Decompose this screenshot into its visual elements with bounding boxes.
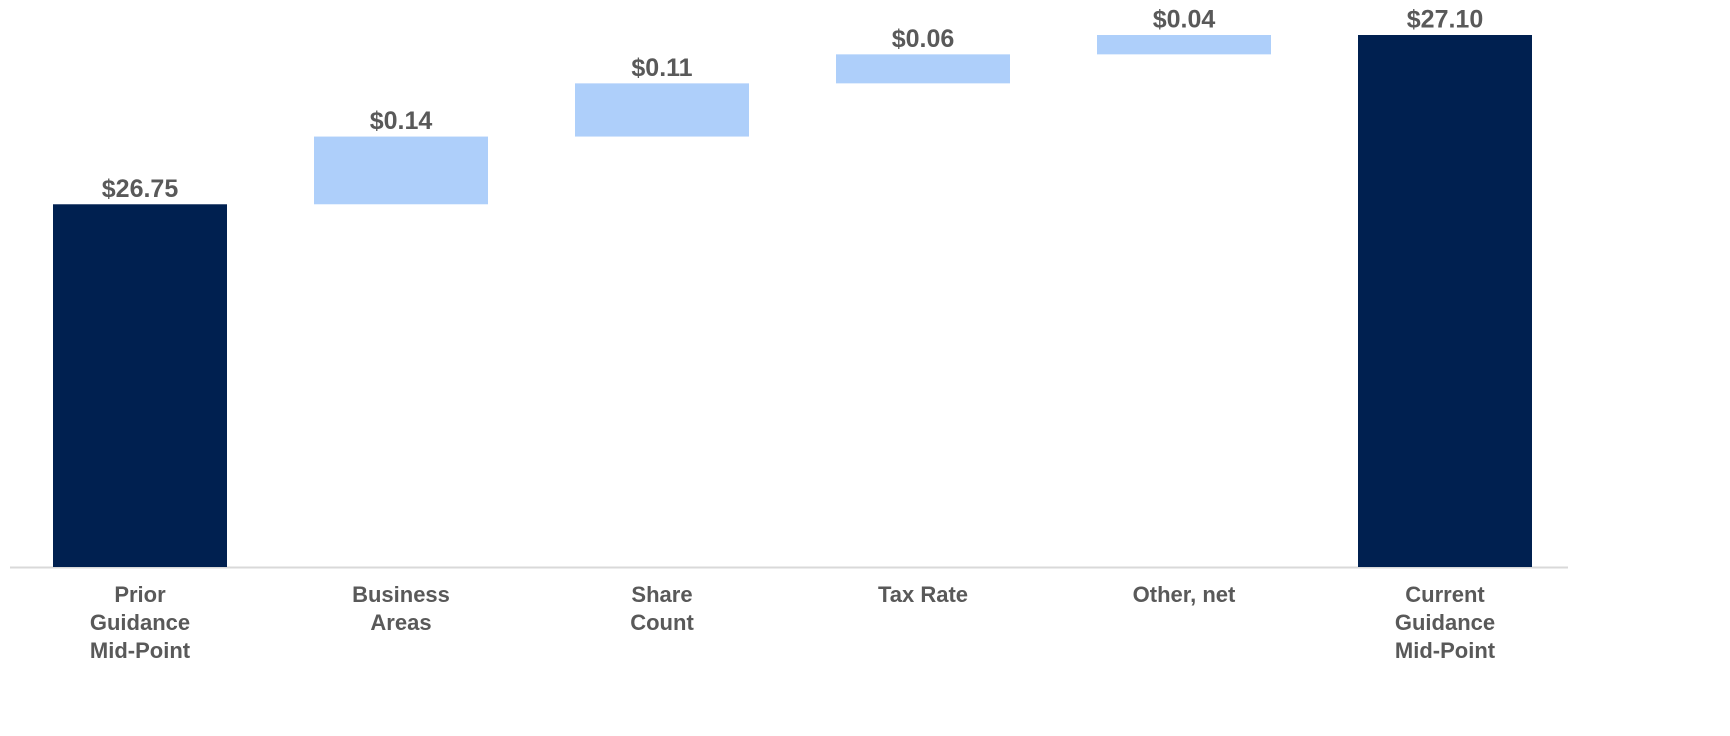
value-label: $26.75: [102, 175, 179, 203]
x-tick-label: Prior: [114, 582, 166, 607]
value-label: $27.10: [1407, 6, 1483, 34]
bar: [314, 136, 488, 205]
bar: [53, 204, 227, 568]
x-tick-label: Other, net: [1133, 582, 1236, 607]
bar: [575, 83, 749, 137]
bar: [1358, 35, 1532, 567]
bar: [836, 54, 1010, 84]
x-tick-label: Current: [1405, 582, 1485, 607]
x-tick-label: Guidance: [1395, 610, 1495, 635]
x-tick-label: Business: [352, 582, 450, 607]
x-tick-label: Count: [630, 610, 694, 635]
x-tick-label: Mid-Point: [1395, 638, 1496, 663]
x-tick-label: Mid-Point: [90, 638, 191, 663]
x-tick-label: Share: [631, 582, 692, 607]
value-label: $0.11: [631, 54, 692, 82]
value-label: $0.06: [892, 25, 955, 53]
x-tick-label: Tax Rate: [878, 582, 968, 607]
value-label: $0.04: [1153, 6, 1216, 34]
x-tick-label: Areas: [370, 610, 431, 635]
bar: [1097, 35, 1271, 55]
x-tick-label: Guidance: [90, 610, 190, 635]
value-label: $0.14: [370, 107, 433, 135]
